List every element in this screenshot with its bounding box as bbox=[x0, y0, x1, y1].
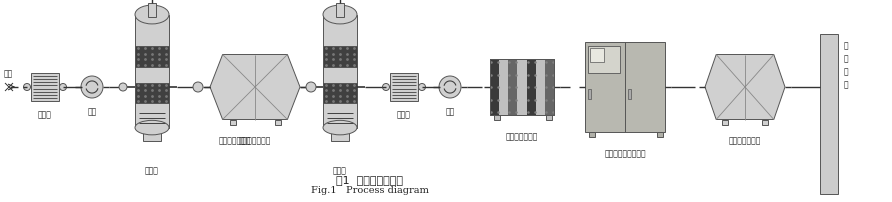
Text: 过滤器: 过滤器 bbox=[397, 109, 411, 118]
Bar bbox=[323, 83, 357, 103]
Bar bbox=[490, 60, 500, 115]
Text: 达: 达 bbox=[844, 41, 848, 50]
Ellipse shape bbox=[323, 121, 357, 135]
Bar bbox=[31, 74, 59, 101]
Bar bbox=[323, 15, 357, 128]
Text: 过滤器: 过滤器 bbox=[38, 109, 52, 118]
Ellipse shape bbox=[193, 83, 203, 93]
Bar bbox=[762, 120, 768, 125]
Bar bbox=[229, 120, 235, 125]
Bar bbox=[585, 43, 665, 132]
Ellipse shape bbox=[119, 84, 127, 92]
Bar bbox=[135, 47, 169, 67]
Ellipse shape bbox=[60, 84, 67, 91]
Bar bbox=[335, 4, 344, 17]
Bar bbox=[275, 120, 280, 125]
Bar bbox=[148, 4, 156, 17]
Bar bbox=[135, 83, 169, 103]
Circle shape bbox=[81, 77, 103, 99]
Text: 图1  工艺流程示意图: 图1 工艺流程示意图 bbox=[336, 174, 403, 184]
Bar bbox=[589, 132, 595, 137]
Bar bbox=[508, 60, 517, 115]
Bar bbox=[820, 35, 838, 194]
Text: 活性炭吸附装置: 活性炭吸附装置 bbox=[219, 136, 252, 145]
Text: 活性炭吸附装置: 活性炭吸附装置 bbox=[729, 136, 761, 145]
Ellipse shape bbox=[135, 121, 169, 135]
Text: 喷淋塔: 喷淋塔 bbox=[145, 165, 159, 174]
Ellipse shape bbox=[383, 84, 390, 91]
Bar bbox=[657, 132, 663, 137]
Bar bbox=[331, 122, 350, 141]
Ellipse shape bbox=[418, 84, 425, 91]
Bar bbox=[490, 60, 554, 115]
Bar bbox=[494, 115, 500, 120]
Bar bbox=[323, 47, 357, 67]
Text: 风机: 风机 bbox=[87, 106, 96, 115]
Bar bbox=[588, 47, 620, 74]
Bar bbox=[590, 49, 605, 62]
Text: 标: 标 bbox=[844, 54, 848, 63]
Bar bbox=[143, 122, 161, 141]
Bar bbox=[545, 60, 554, 115]
Text: 风机: 风机 bbox=[445, 106, 455, 115]
Text: Fig.1   Process diagram: Fig.1 Process diagram bbox=[311, 185, 429, 194]
Text: 废气: 废气 bbox=[4, 69, 13, 78]
Ellipse shape bbox=[307, 84, 315, 92]
Bar bbox=[628, 89, 631, 100]
Circle shape bbox=[439, 77, 461, 99]
Bar bbox=[526, 60, 536, 115]
Bar bbox=[588, 89, 591, 100]
Ellipse shape bbox=[135, 6, 169, 25]
Text: 喷淋塔: 喷淋塔 bbox=[333, 165, 347, 174]
Text: 排: 排 bbox=[844, 67, 848, 76]
Bar bbox=[135, 15, 169, 128]
Ellipse shape bbox=[23, 84, 30, 91]
Text: 高效油水分离器: 高效油水分离器 bbox=[506, 131, 538, 140]
Text: 活性炭吸附装置: 活性炭吸附装置 bbox=[239, 136, 271, 145]
Polygon shape bbox=[210, 55, 300, 120]
Bar bbox=[722, 120, 728, 125]
Bar bbox=[390, 74, 418, 101]
Text: 放: 放 bbox=[844, 80, 848, 88]
Ellipse shape bbox=[323, 6, 357, 25]
Ellipse shape bbox=[306, 83, 316, 93]
Text: 光催化净化集成系统: 光催化净化集成系统 bbox=[604, 148, 646, 157]
Bar bbox=[490, 60, 554, 115]
Bar bbox=[546, 115, 552, 120]
Polygon shape bbox=[705, 55, 785, 120]
